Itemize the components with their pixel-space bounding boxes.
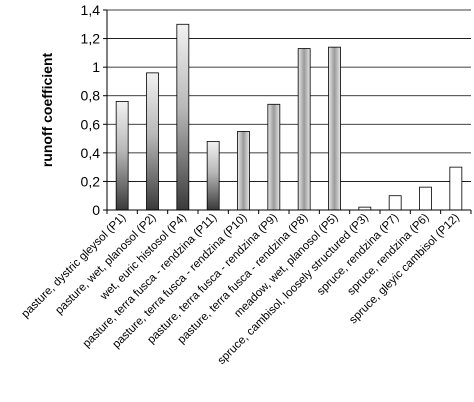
y-axis-label: runoff coefficient bbox=[39, 53, 55, 168]
bar bbox=[115, 101, 129, 211]
y-tick-labels: 0 0,2 0,4 0,6 0,8 1 1,2 1,4 bbox=[81, 2, 101, 218]
y-tick-label: 1 bbox=[92, 59, 100, 75]
bar bbox=[267, 103, 281, 211]
bar bbox=[206, 141, 220, 211]
category-labels: pasture, dystric gleysol (P1)pasture, we… bbox=[19, 212, 462, 367]
y-tick-label: 0,8 bbox=[81, 88, 101, 104]
y-tick-label: 1,4 bbox=[81, 2, 101, 18]
grid-lines bbox=[107, 9, 471, 182]
axes bbox=[103, 9, 472, 214]
bar bbox=[297, 48, 311, 211]
bar bbox=[176, 23, 190, 211]
y-tick-label: 0,6 bbox=[81, 116, 101, 132]
y-tick-label: 0,4 bbox=[81, 145, 101, 161]
bar bbox=[237, 131, 250, 211]
bar bbox=[146, 72, 159, 211]
bar bbox=[449, 166, 463, 211]
bar bbox=[388, 195, 402, 211]
bars bbox=[115, 23, 463, 211]
y-tick-label: 1,2 bbox=[81, 31, 101, 47]
y-tick-label: 0,2 bbox=[81, 173, 101, 189]
bar bbox=[419, 186, 432, 211]
y-tick-label: 0 bbox=[92, 202, 100, 218]
bar bbox=[328, 46, 341, 211]
